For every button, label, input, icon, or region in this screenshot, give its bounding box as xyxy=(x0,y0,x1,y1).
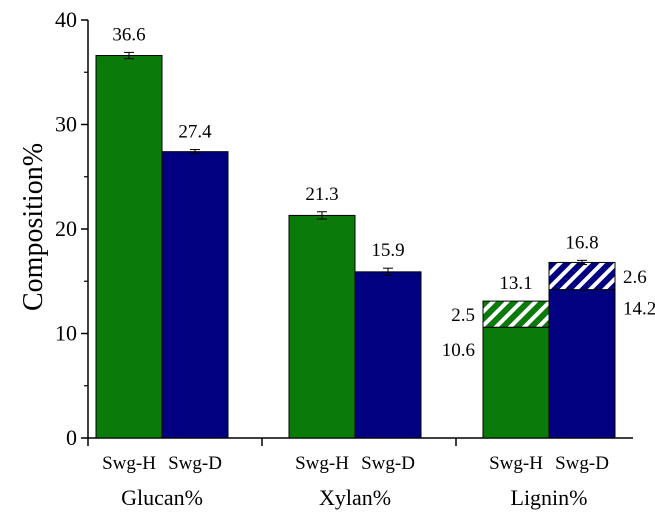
bars xyxy=(95,51,616,439)
bar-category-label: Swg-D xyxy=(168,453,222,474)
labels: 36.6 Swg-H 27.4 Swg-D Glucan% 21.3 Swg-H 15.9 Sw… xyxy=(102,24,655,510)
bar-category-label: Swg-D xyxy=(361,453,415,474)
bar-segment xyxy=(548,289,616,439)
bar-category-label: Swg-H xyxy=(102,453,156,474)
segment-label: 2.6 xyxy=(623,267,647,288)
data-label: 27.4 xyxy=(178,122,212,143)
group-label: Glucan% xyxy=(121,485,203,510)
group-label: Lignin% xyxy=(511,485,588,510)
bar xyxy=(95,55,163,439)
y-tick-label: 20 xyxy=(55,216,77,241)
bar-segment xyxy=(482,326,550,439)
bar xyxy=(288,214,356,439)
segment-label: 14.2 xyxy=(623,299,655,320)
data-label: 13.1 xyxy=(499,273,532,294)
y-tick-label: 40 xyxy=(55,7,77,32)
segment-label: 10.6 xyxy=(442,340,475,361)
segment-label: 2.5 xyxy=(451,305,475,326)
y-tick-label: 0 xyxy=(66,425,77,450)
bar xyxy=(354,271,422,439)
bar-category-label: Swg-H xyxy=(489,453,543,474)
y-tick-label: 10 xyxy=(55,321,77,346)
bar-segment-hatched xyxy=(548,261,616,291)
bar xyxy=(161,151,229,439)
bar-category-label: Swg-H xyxy=(295,453,349,474)
data-label: 36.6 xyxy=(112,24,145,45)
data-label: 21.3 xyxy=(305,184,338,205)
data-label: 15.9 xyxy=(371,240,404,261)
bar-segment-hatched xyxy=(482,300,550,328)
y-tick-label: 30 xyxy=(55,112,77,137)
group-label: Xylan% xyxy=(319,485,391,510)
y-axis-label: Composition% xyxy=(18,143,49,311)
bar-category-label: Swg-D xyxy=(555,453,609,474)
data-label: 16.8 xyxy=(565,232,598,253)
